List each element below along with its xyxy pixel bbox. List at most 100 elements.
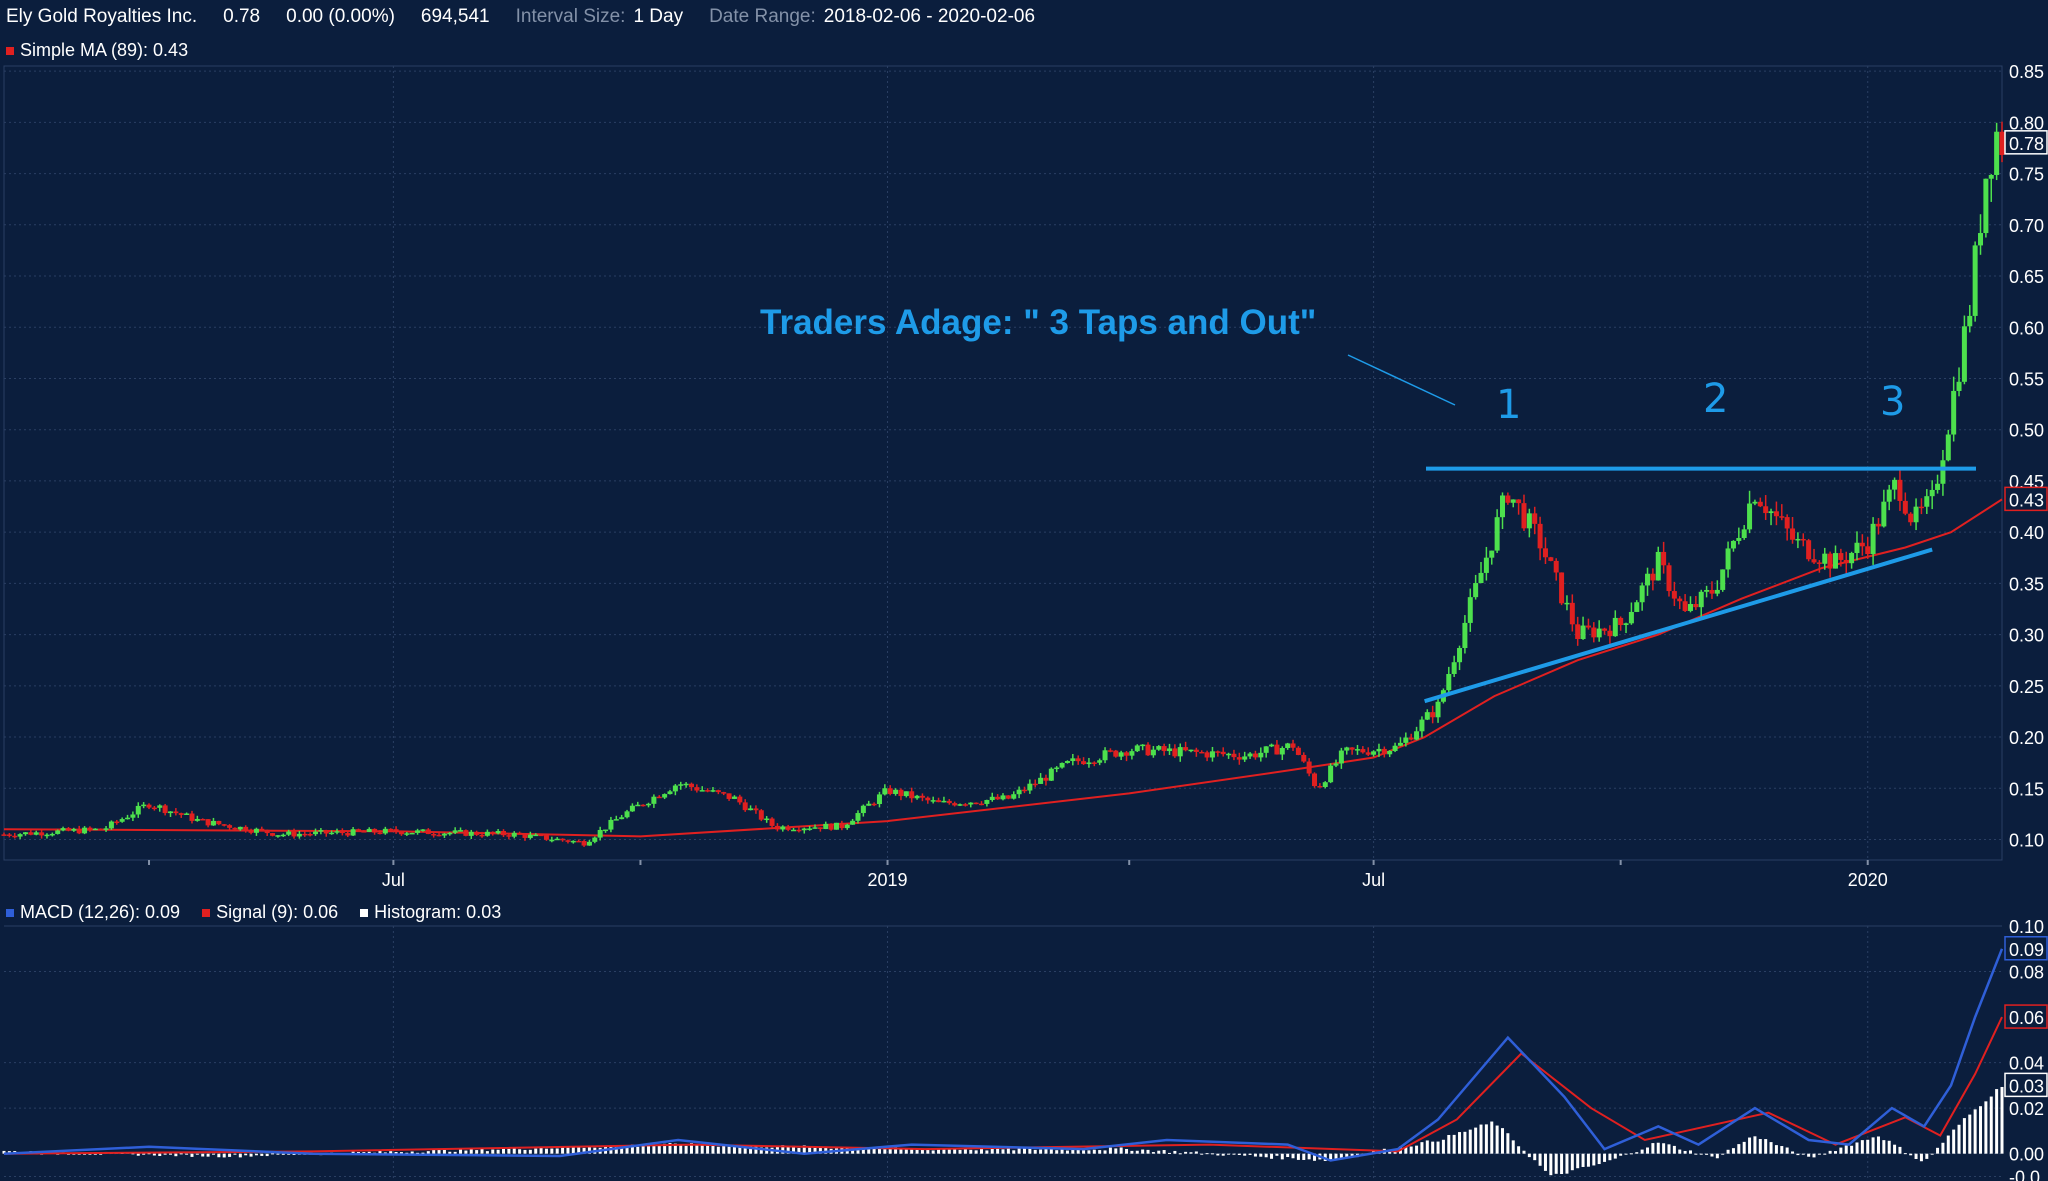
candle-body <box>1693 604 1699 608</box>
interval-value[interactable]: 1 Day <box>633 6 684 27</box>
candle-body <box>1215 751 1221 753</box>
candle-body <box>157 805 163 808</box>
candle-body <box>1054 767 1060 770</box>
candle-body <box>259 828 265 831</box>
histogram-bar <box>416 1152 420 1154</box>
histogram-bar <box>910 1148 914 1154</box>
candle-body <box>76 828 82 834</box>
histogram-bar <box>813 1147 817 1154</box>
candle-body <box>178 813 184 815</box>
candle-body <box>946 800 952 804</box>
histogram-bar <box>818 1147 822 1154</box>
candle-body <box>1 834 7 836</box>
histogram-bar <box>582 1147 586 1154</box>
candle-body <box>361 831 367 833</box>
candle-body <box>1177 747 1183 757</box>
histogram-bar <box>1345 1153 1349 1158</box>
histogram-bar <box>491 1149 495 1154</box>
candle-body <box>1838 553 1844 560</box>
candle-body <box>1397 742 1403 746</box>
candles <box>1 121 2005 847</box>
histogram-bar <box>1157 1150 1161 1154</box>
candle-body <box>286 831 292 835</box>
candle-body <box>1387 750 1393 755</box>
candle-body <box>1714 589 1720 594</box>
histogram-bar <box>1425 1140 1429 1154</box>
candle-body <box>1618 617 1624 626</box>
histogram-bar <box>673 1143 677 1154</box>
macd-tick-label: 0.08 <box>2009 963 2044 983</box>
date-range-value[interactable]: 2018-02-06 - 2020-02-06 <box>823 6 1036 27</box>
histogram-bar <box>1302 1153 1306 1160</box>
candle-body <box>640 804 646 807</box>
candle-body <box>227 825 233 828</box>
histogram-bar <box>1243 1153 1247 1156</box>
candle-body <box>570 840 576 843</box>
histogram-bar <box>1581 1153 1585 1167</box>
candle-body <box>1134 745 1140 752</box>
histogram-bar <box>706 1145 710 1154</box>
candle-body <box>941 800 947 803</box>
histogram-bar <box>1114 1148 1118 1154</box>
candle-body <box>968 802 974 805</box>
histogram-bar <box>802 1145 806 1154</box>
candle-body <box>458 830 464 832</box>
candle-body <box>651 796 657 804</box>
candle-body <box>1156 746 1162 750</box>
candle-body <box>253 828 259 833</box>
histogram-bar <box>700 1145 704 1154</box>
candle-body <box>1521 503 1527 529</box>
candle-body <box>33 832 39 835</box>
macd-tick-label: 0.10 <box>2009 917 2044 937</box>
histogram-bar <box>1447 1134 1451 1154</box>
histogram-bar <box>1533 1153 1537 1161</box>
histogram-bar <box>904 1148 908 1154</box>
candle-body <box>1016 789 1022 795</box>
candle-body <box>468 831 474 836</box>
histogram-bar <box>990 1148 994 1154</box>
histogram-bar <box>668 1143 672 1154</box>
candle-body <box>780 826 786 830</box>
candle-body <box>82 827 88 834</box>
macd-axis-label: 0.09 <box>2009 940 2044 960</box>
candle-body <box>1843 559 1849 564</box>
histogram-bar <box>1672 1145 1676 1154</box>
candle-body <box>791 829 797 832</box>
ma-axis-label-box <box>2004 486 2048 512</box>
histogram-bar <box>1629 1153 1633 1155</box>
candle-body <box>1628 611 1634 624</box>
candle-body <box>742 802 748 811</box>
histogram-bar <box>1543 1153 1547 1171</box>
candle-body <box>280 834 286 837</box>
candle-body <box>903 791 909 797</box>
histogram-bar <box>1855 1142 1859 1154</box>
candle-body <box>1226 753 1232 756</box>
candle-body <box>28 832 34 835</box>
candle-body <box>22 832 28 835</box>
candle-body <box>1371 751 1377 755</box>
candle-body <box>979 803 985 806</box>
candle-body <box>1988 174 1994 179</box>
last-price-axis-label-box <box>2004 130 2048 155</box>
candle-body <box>1430 712 1436 718</box>
candle-body <box>597 829 603 838</box>
candle-body <box>275 835 281 837</box>
candle-body <box>39 832 45 836</box>
histogram-bar <box>759 1147 763 1154</box>
histogram-bar <box>1968 1114 1972 1154</box>
price-tick-label: 0.85 <box>2009 62 2044 82</box>
candle-body <box>592 837 598 842</box>
candle-body <box>1666 565 1672 592</box>
histogram-bar <box>131 1153 135 1155</box>
histogram-bar <box>732 1145 736 1154</box>
candle-body <box>748 808 754 811</box>
histogram-bar <box>1468 1129 1472 1154</box>
histogram-bar <box>1909 1153 1913 1156</box>
histogram-bar <box>867 1148 871 1154</box>
candle-body <box>1961 326 1967 382</box>
histogram-bar <box>711 1144 715 1154</box>
candle-body <box>1682 601 1688 611</box>
candle-body <box>517 832 523 835</box>
histogram-bar <box>888 1147 892 1154</box>
